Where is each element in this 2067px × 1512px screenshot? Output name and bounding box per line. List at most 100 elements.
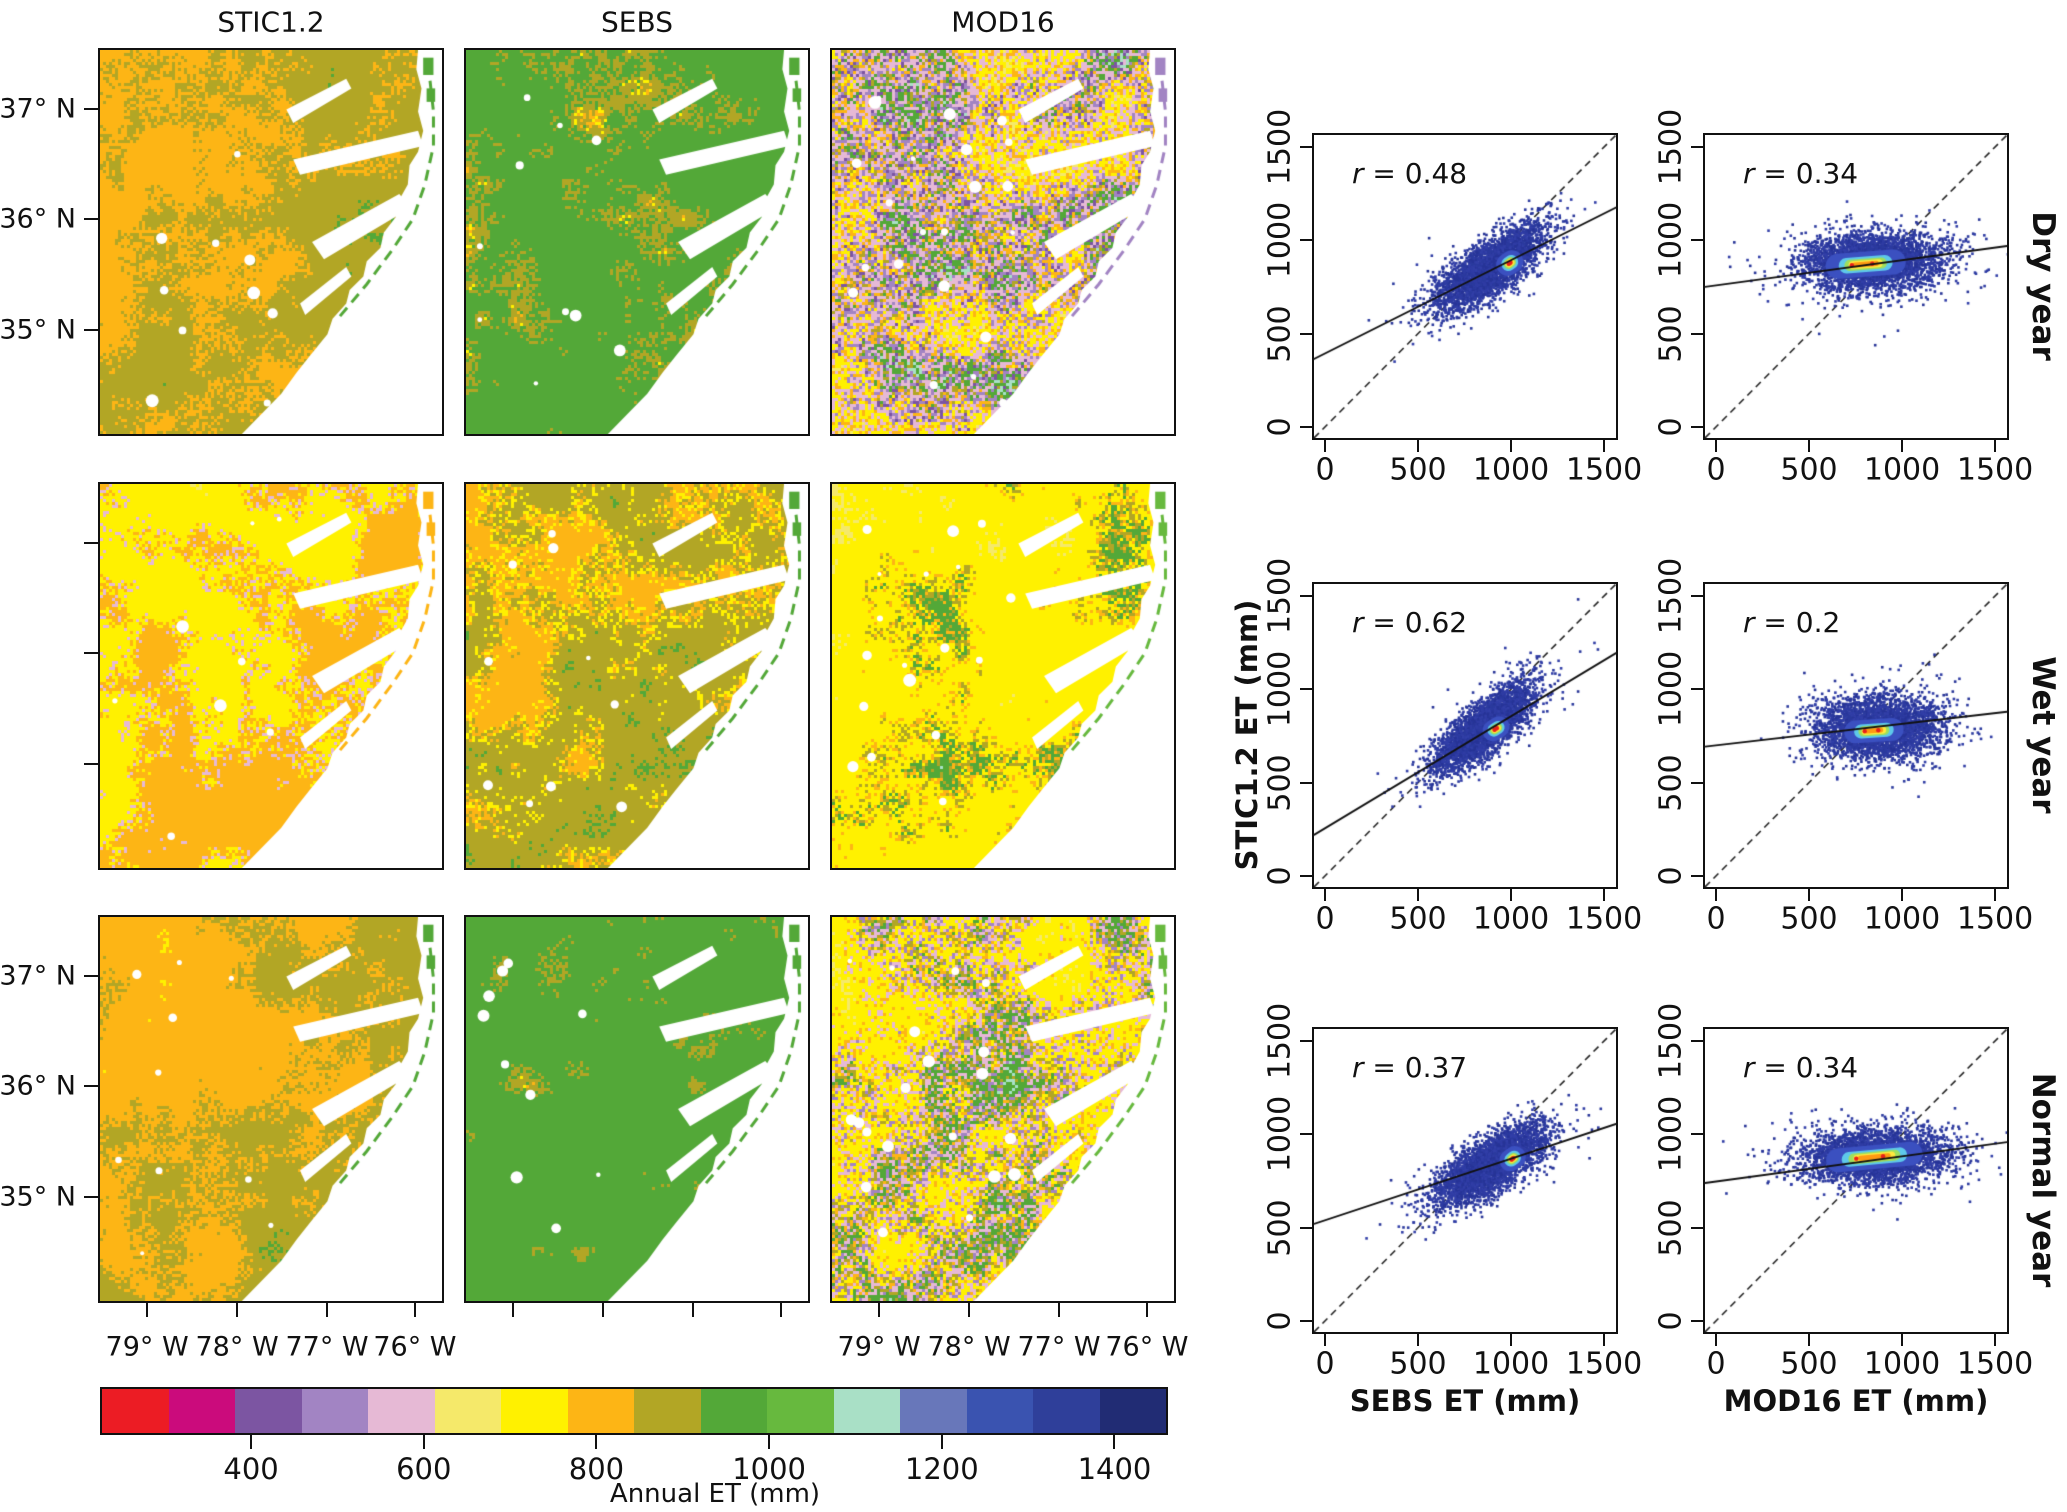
colorbar-segment-14	[1033, 1389, 1100, 1433]
scatter-y-tick	[1691, 781, 1703, 784]
lat-tick-2	[84, 329, 98, 332]
scatter-x-tick	[1808, 440, 1811, 452]
scatter-panel-1	[1703, 133, 2009, 440]
scatter-x-tick-label: 0	[1706, 1346, 1726, 1382]
map-panel-row2-mod16	[830, 482, 1176, 870]
scatter-y-tick	[1691, 688, 1703, 691]
lon-tick-2	[692, 1303, 695, 1317]
colorbar-tick-label: 600	[396, 1452, 452, 1486]
lon-tick-label: 77° W	[285, 1331, 369, 1363]
scatter-y-tick-label: 1500	[1653, 1002, 1689, 1080]
scatter-y-tick	[1691, 1319, 1703, 1322]
scatter-y-tick-label: 1000	[1653, 1096, 1689, 1173]
lat-tick-label: 36° N	[0, 1070, 76, 1102]
scatter-canvas-3	[1705, 584, 2007, 887]
scatter-x-tick-label: 500	[1780, 1346, 1838, 1382]
scatter-y-tick-label: 500	[1262, 753, 1298, 812]
r-value-label: r = 0.34	[1743, 157, 1858, 190]
lon-tick-label: 78° W	[195, 1331, 279, 1363]
scatter-y-tick	[1300, 239, 1312, 242]
map-column-title-stic12: STIC1.2	[217, 5, 325, 39]
map-canvas-row3-sebs	[466, 917, 808, 1301]
colorbar-segment-4	[368, 1389, 435, 1433]
map-panel-row1-mod16	[830, 48, 1176, 436]
map-canvas-row1-mod16	[832, 50, 1174, 434]
scatter-x-tick	[1324, 1334, 1327, 1346]
colorbar-segment-6	[501, 1389, 568, 1433]
scatter-x-tick	[1324, 440, 1327, 452]
scatter-x-tick-label: 500	[1389, 901, 1447, 937]
scatter-y-tick	[1691, 1039, 1703, 1042]
scatter-panel-5	[1703, 1027, 2009, 1334]
row-label-wet-year: Wet year	[2025, 656, 2061, 814]
scatter-x-tick-label: 1500	[1956, 901, 2034, 937]
r-symbol: r	[1743, 157, 1755, 190]
map-panel-row2-stic12	[98, 482, 444, 870]
colorbar-segment-2	[235, 1389, 302, 1433]
scatter-y-tick-label: 500	[1653, 753, 1689, 812]
scatter-y-tick-label: 1500	[1262, 108, 1298, 186]
colorbar-segment-8	[634, 1389, 701, 1433]
lat-tick-1	[84, 1084, 98, 1087]
scatter-x-tick	[1715, 440, 1718, 452]
colorbar-tick-label: 800	[568, 1452, 625, 1486]
colorbar-tick-1	[422, 1435, 425, 1449]
lat-tick-1	[84, 651, 98, 654]
colorbar-segment-15	[1099, 1389, 1166, 1433]
scatter-x-tick	[1510, 889, 1513, 901]
lat-tick-0	[84, 541, 98, 544]
scatter-x-tick-label: 1000	[1472, 452, 1550, 488]
map-canvas-row1-stic12	[100, 50, 442, 434]
colorbar-segment-11	[833, 1389, 900, 1433]
scatter-y-tick	[1691, 1133, 1703, 1136]
map-panel-row2-sebs	[464, 482, 810, 870]
scatter-y-tick	[1691, 1226, 1703, 1229]
r-value: = 0.34	[1754, 157, 1859, 190]
lon-tick-2	[1058, 1303, 1061, 1317]
row-label-dry-year: Dry year	[2025, 211, 2061, 361]
scatter-y-tick	[1300, 425, 1312, 428]
scatter-canvas-2	[1314, 584, 1616, 887]
scatter-x-tick	[1417, 1334, 1420, 1346]
scatter-y-tick	[1691, 145, 1703, 148]
lon-tick-3	[413, 1303, 416, 1317]
scatter-x-tick	[1901, 889, 1904, 901]
scatter-y-axis-title: STIC1.2 ET (mm)	[1230, 599, 1264, 871]
scatter-panel-2	[1312, 582, 1618, 889]
scatter-y-tick-label: 1500	[1262, 1002, 1298, 1080]
lat-tick-label: 37° N	[0, 93, 76, 125]
scatter-y-tick-label: 1000	[1262, 202, 1298, 279]
lat-tick-label: 37° N	[0, 960, 76, 992]
colorbar-segment-13	[966, 1389, 1033, 1433]
scatter-panel-0	[1312, 133, 1618, 440]
scatter-y-tick	[1300, 781, 1312, 784]
colorbar-segment-1	[168, 1389, 235, 1433]
scatter-y-tick	[1300, 1133, 1312, 1136]
lon-tick-label: 78° W	[927, 1331, 1011, 1363]
map-panel-row1-stic12	[98, 48, 444, 436]
r-symbol: r	[1743, 606, 1755, 639]
lon-tick-1	[236, 1303, 239, 1317]
lon-tick-1	[602, 1303, 605, 1317]
lon-tick-3	[779, 1303, 782, 1317]
scatter-y-tick	[1300, 688, 1312, 691]
colorbar-segment-3	[301, 1389, 368, 1433]
colorbar-tick-2	[595, 1435, 598, 1449]
lat-tick-0	[84, 107, 98, 110]
lon-tick-2	[326, 1303, 329, 1317]
colorbar-title: Annual ET (mm)	[609, 1479, 821, 1509]
r-value: = 0.48	[1363, 157, 1468, 190]
lat-tick-2	[84, 1196, 98, 1199]
colorbar-tick-3	[768, 1435, 771, 1449]
scatter-y-tick	[1691, 332, 1703, 335]
map-panel-row3-stic12	[98, 915, 444, 1303]
r-symbol: r	[1352, 157, 1364, 190]
scatter-y-tick	[1300, 874, 1312, 877]
lon-tick-0	[512, 1303, 515, 1317]
lon-tick-label: 79° W	[837, 1331, 921, 1363]
scatter-x-tick	[1994, 1334, 1997, 1346]
scatter-panel-4	[1312, 1027, 1618, 1334]
lon-tick-0	[878, 1303, 881, 1317]
scatter-x-tick	[1417, 440, 1420, 452]
scatter-panel-3	[1703, 582, 2009, 889]
